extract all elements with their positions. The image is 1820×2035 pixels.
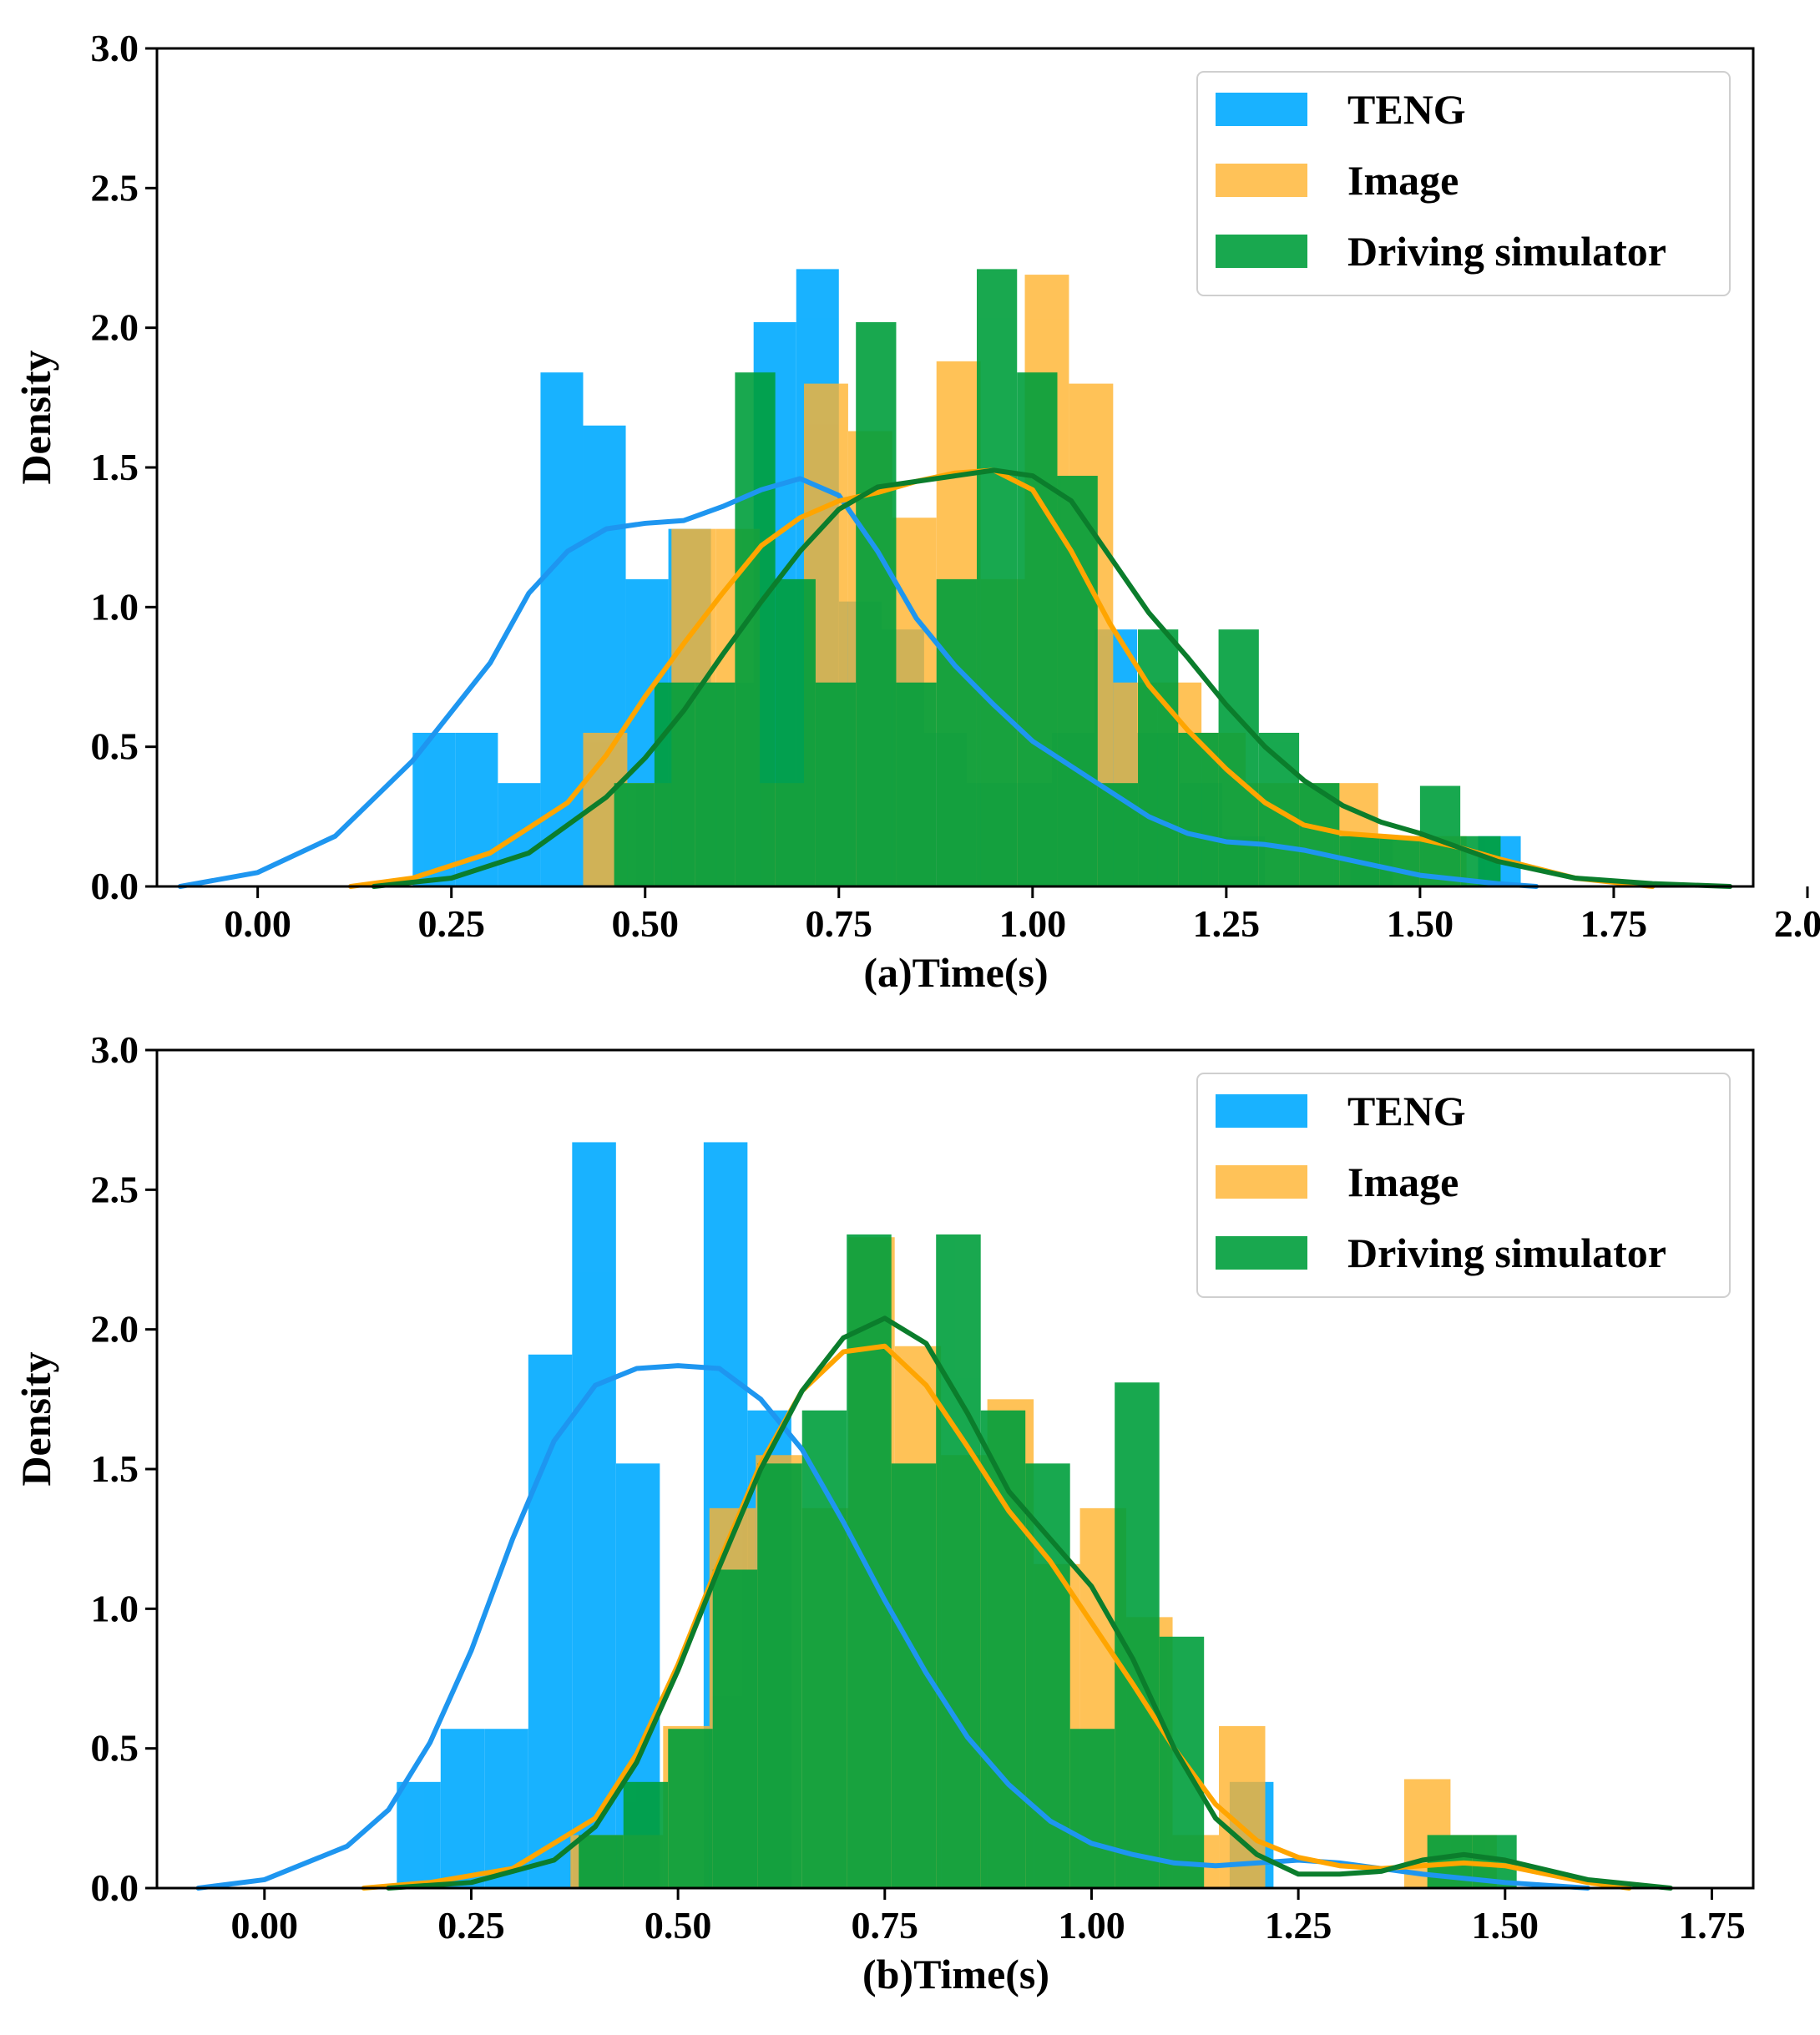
legend-box-b bbox=[1196, 1073, 1731, 1298]
y-tick-label-a: 0.5 bbox=[91, 725, 139, 768]
y-tick-label-b: 0.0 bbox=[91, 1866, 139, 1909]
y-axis-label-b: Density bbox=[13, 1351, 59, 1486]
x-tick-label-b: 1.75 bbox=[1678, 1904, 1746, 1947]
bar-teng-b bbox=[440, 1729, 485, 1888]
bar-driving-simulator-b bbox=[801, 1410, 847, 1888]
bar-driving-simulator-a bbox=[815, 682, 857, 886]
bar-driving-simulator-b bbox=[623, 1781, 669, 1888]
x-tick-label-a: 0.25 bbox=[417, 902, 485, 945]
bar-teng-a bbox=[412, 732, 456, 886]
series-driving-simulator-b bbox=[579, 1234, 1517, 1888]
y-tick-label-a: 1.0 bbox=[91, 585, 139, 628]
bar-driving-simulator-a bbox=[1097, 783, 1139, 886]
legend-swatch-driving-simulator-b bbox=[1216, 1236, 1307, 1270]
kde-line-driving-simulator-b bbox=[386, 1315, 1673, 1891]
x-tick-label-a: 1.25 bbox=[1193, 902, 1261, 945]
legend-swatch-teng-b bbox=[1216, 1094, 1307, 1128]
y-tick-label-b: 1.5 bbox=[91, 1447, 139, 1490]
x-tick-label-a: 0.50 bbox=[611, 902, 679, 945]
bar-teng-b bbox=[397, 1781, 441, 1888]
x-axis-label-b: (b)Time(s) bbox=[862, 1951, 1049, 1997]
legend-label-image-b: Image bbox=[1347, 1159, 1459, 1205]
legend-label-driving-simulator-b: Driving simulator bbox=[1347, 1230, 1666, 1276]
legend-label-teng-b: TENG bbox=[1347, 1088, 1466, 1134]
x-tick-label-b: 1.00 bbox=[1058, 1904, 1125, 1947]
panel-a: Density (a)Time(s) 0.00 0.25 0.50 0.75 1.00 1… bbox=[13, 27, 1820, 996]
bar-teng-b bbox=[528, 1354, 573, 1888]
bar-teng-a bbox=[540, 372, 584, 887]
legend-label-image-a: Image bbox=[1347, 157, 1459, 204]
bar-driving-simulator-a bbox=[695, 682, 736, 886]
legend-b: TENG Image Driving simulator bbox=[1196, 1073, 1731, 1298]
bar-driving-simulator-a bbox=[896, 682, 937, 886]
x-tick-label-a: 1.50 bbox=[1387, 902, 1454, 945]
bar-driving-simulator-b bbox=[980, 1410, 1026, 1888]
kde-line-teng-b bbox=[195, 1363, 1590, 1891]
y-tick-label-b: 3.0 bbox=[91, 1028, 139, 1071]
y-tick-label-a: 3.0 bbox=[91, 27, 139, 69]
x-tick-label-a: 0.75 bbox=[806, 902, 873, 945]
legend-label-teng-a: TENG bbox=[1347, 86, 1466, 133]
legend-box-a bbox=[1196, 71, 1731, 296]
bar-driving-simulator-a bbox=[775, 578, 816, 886]
bar-driving-simulator-a bbox=[654, 682, 695, 886]
y-tick-label-b: 1.0 bbox=[91, 1587, 139, 1629]
x-tick-label-a: 0.00 bbox=[224, 902, 291, 945]
bar-driving-simulator-b bbox=[847, 1234, 892, 1888]
legend-label-driving-simulator-a: Driving simulator bbox=[1347, 228, 1666, 275]
legend-swatch-image-b bbox=[1216, 1165, 1307, 1199]
bar-driving-simulator-a bbox=[1017, 372, 1058, 887]
legend-swatch-teng-a bbox=[1216, 93, 1307, 126]
x-axis-label-a: (a)Time(s) bbox=[863, 949, 1048, 996]
y-tick-label-a: 0.0 bbox=[91, 865, 139, 907]
series-driving-simulator-a bbox=[614, 269, 1501, 887]
x-tick-label-b: 0.00 bbox=[231, 1904, 299, 1947]
legend-a: TENG Image Driving simulator bbox=[1196, 71, 1731, 296]
kde-line-image-a bbox=[348, 467, 1656, 889]
x-tick-label-b: 0.75 bbox=[852, 1904, 919, 1947]
x-tick-label-a: 2.00 bbox=[1774, 902, 1820, 945]
panel-b: Density (b)Time(s) 0.00 0.25 0.50 0.75 1.00 1… bbox=[13, 1028, 1755, 1997]
bar-driving-simulator-b bbox=[936, 1234, 981, 1888]
y-tick-label-a: 2.5 bbox=[91, 166, 139, 209]
x-tick-label-b: 1.50 bbox=[1472, 1904, 1539, 1947]
bar-driving-simulator-a bbox=[976, 269, 1018, 886]
bar-driving-simulator-a bbox=[936, 578, 977, 886]
y-tick-label-b: 0.5 bbox=[91, 1727, 139, 1770]
legend-swatch-image-a bbox=[1216, 164, 1307, 197]
x-tick-label-a: 1.00 bbox=[999, 902, 1067, 945]
x-tick-label-b: 0.50 bbox=[645, 1904, 712, 1947]
y-tick-label-a: 2.0 bbox=[91, 306, 139, 349]
y-tick-label-b: 2.5 bbox=[91, 1168, 139, 1210]
bar-driving-simulator-a bbox=[614, 783, 655, 886]
bar-driving-simulator-a bbox=[1178, 732, 1219, 886]
bar-driving-simulator-b bbox=[668, 1729, 713, 1888]
kde-line-teng-a bbox=[177, 476, 1539, 889]
bar-driving-simulator-b bbox=[1069, 1729, 1115, 1888]
bar-driving-simulator-a bbox=[1218, 629, 1259, 886]
bar-driving-simulator-b bbox=[712, 1569, 758, 1888]
bar-driving-simulator-a bbox=[856, 321, 897, 887]
legend-swatch-driving-simulator-a bbox=[1216, 235, 1307, 268]
bar-driving-simulator-b bbox=[1025, 1463, 1070, 1888]
x-tick-label-b: 0.25 bbox=[437, 1904, 505, 1947]
bar-driving-simulator-a bbox=[1138, 629, 1179, 886]
kde-line-driving-simulator-a bbox=[371, 467, 1733, 889]
bar-teng-b bbox=[572, 1142, 616, 1888]
y-axis-label-a: Density bbox=[13, 350, 59, 484]
x-tick-label-a: 1.75 bbox=[1580, 902, 1648, 945]
bar-driving-simulator-b bbox=[757, 1463, 802, 1888]
bar-driving-simulator-a bbox=[1379, 836, 1420, 886]
y-tick-label-b: 2.0 bbox=[91, 1308, 139, 1351]
bar-driving-simulator-b bbox=[579, 1835, 624, 1888]
x-tick-label-b: 1.25 bbox=[1265, 1904, 1332, 1947]
y-tick-label-a: 1.5 bbox=[91, 446, 139, 488]
